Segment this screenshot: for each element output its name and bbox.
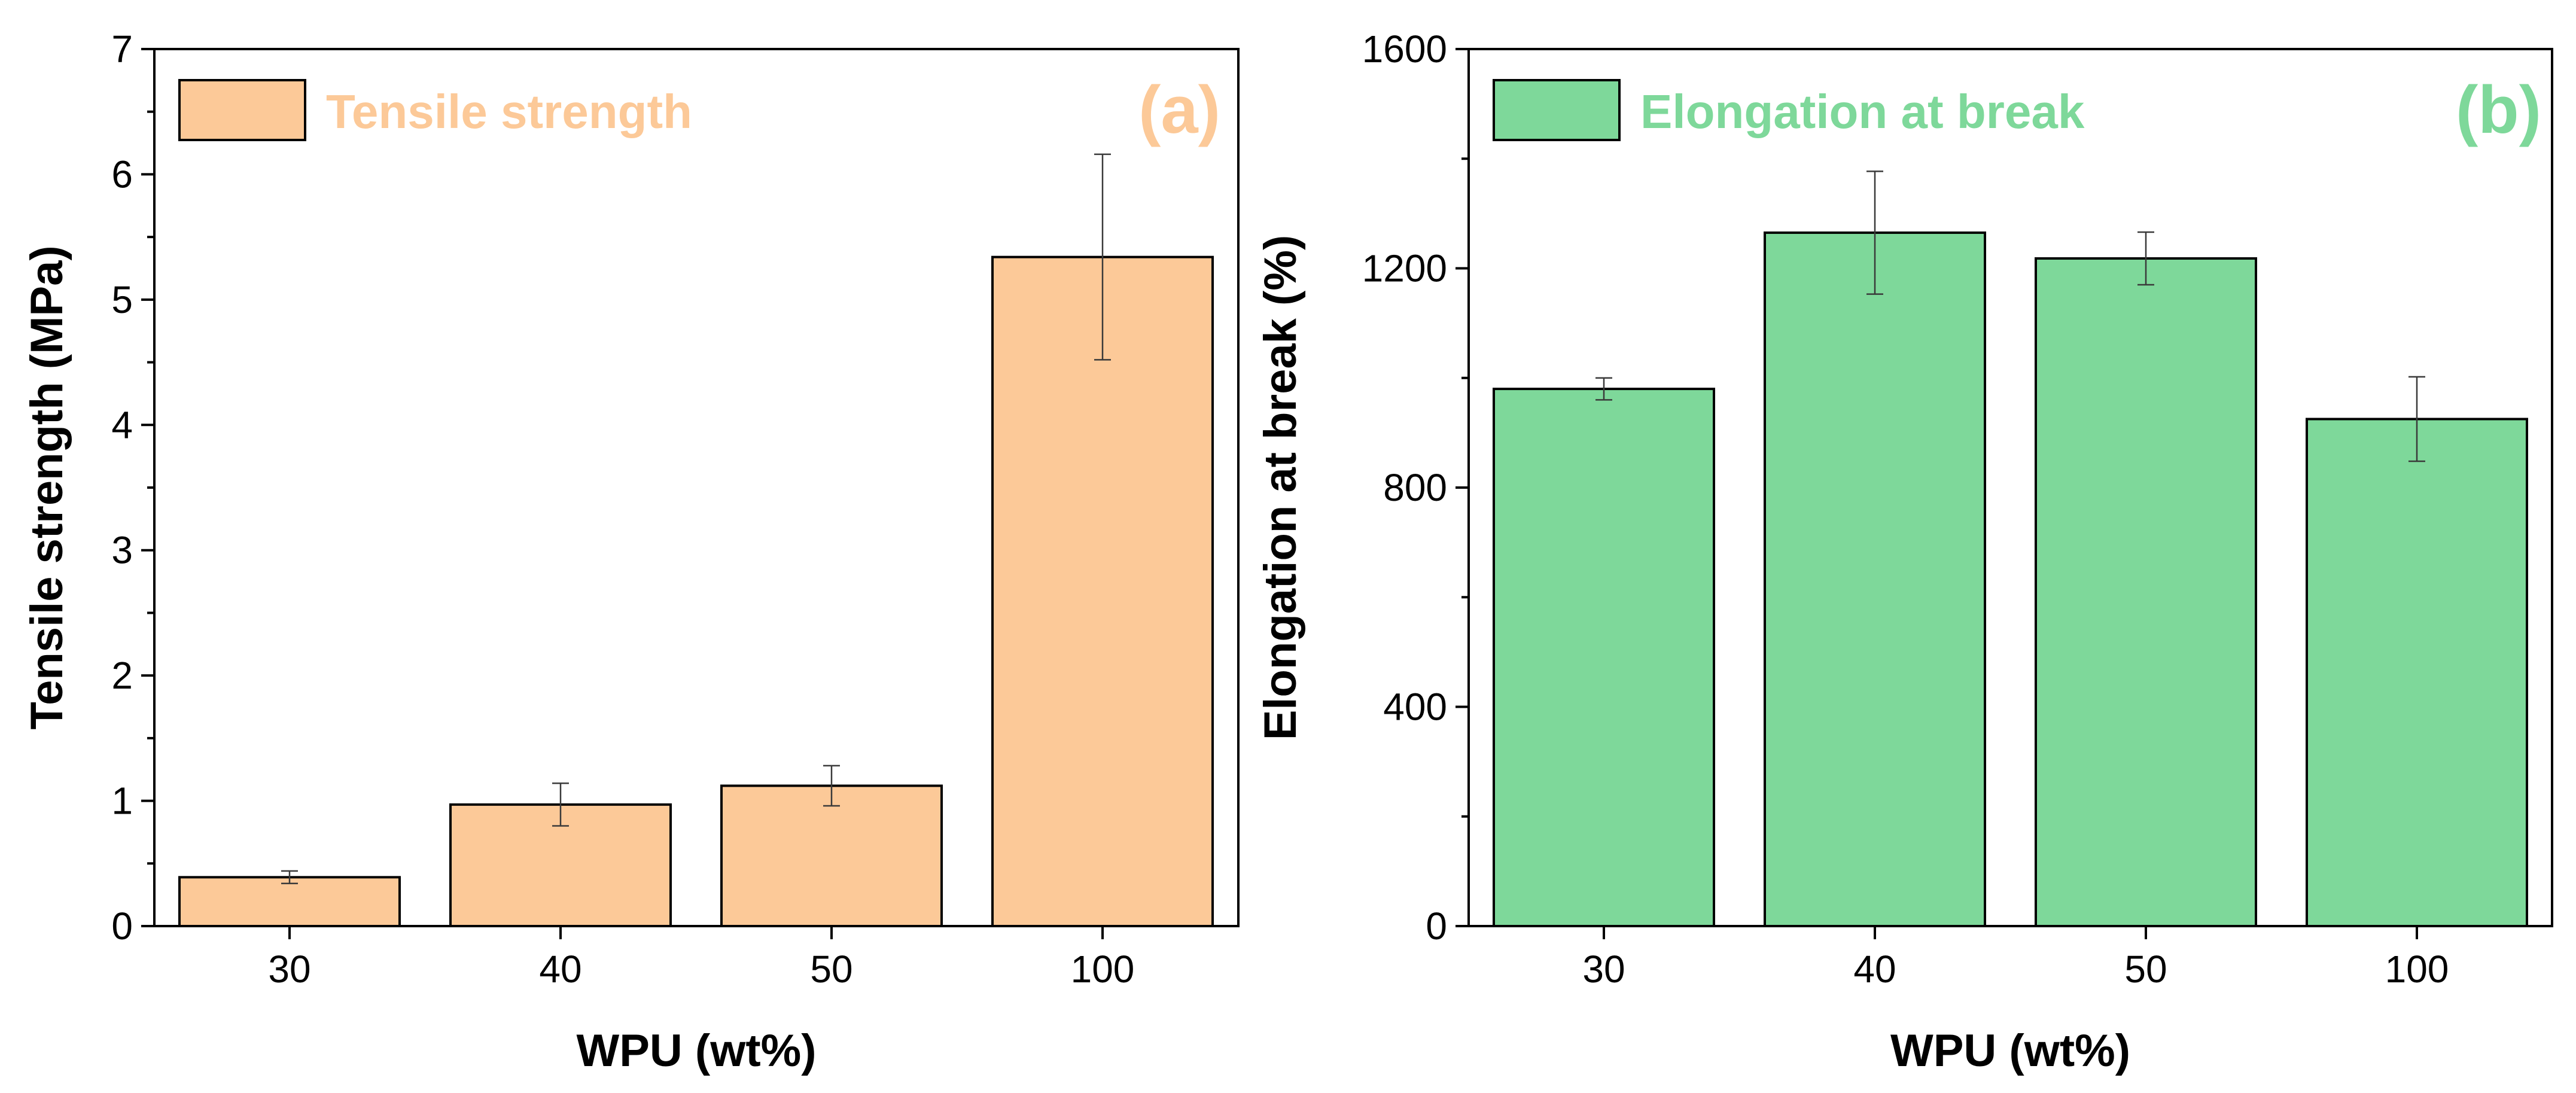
- bar-40: [1764, 231, 1986, 928]
- x-tick-label-50: 50: [810, 948, 852, 991]
- x-tick-label-100: 100: [1071, 948, 1135, 991]
- error-bar-100: [2408, 376, 2425, 462]
- legend-swatch: [1493, 79, 1621, 141]
- bar-50: [720, 784, 943, 927]
- error-bar-30: [281, 870, 298, 885]
- legend-label: Elongation at break: [1640, 85, 2085, 138]
- y-tick-label-1: 1: [111, 780, 133, 823]
- x-tick-label-30: 30: [1582, 948, 1625, 991]
- x-tick-label-50: 50: [2124, 948, 2167, 991]
- x-axis-title: WPU (wt%): [576, 1025, 816, 1076]
- x-tick-label-100: 100: [2385, 948, 2449, 991]
- x-axis-title: WPU (wt%): [1890, 1025, 2130, 1076]
- bar-100: [2306, 418, 2528, 927]
- x-tick-label-40: 40: [539, 948, 581, 991]
- x-tick-label-30: 30: [268, 948, 310, 991]
- y-tick-label-800: 800: [1383, 466, 1447, 509]
- y-axis-title: Tensile strength (MPa): [22, 245, 72, 729]
- legend: Elongation at break: [1493, 79, 2085, 141]
- y-tick-label-5: 5: [111, 278, 133, 321]
- bar-50: [2035, 257, 2257, 928]
- bar-30: [1493, 388, 1715, 927]
- x-tick-label-40: 40: [1853, 948, 1896, 991]
- y-tick-label-3: 3: [111, 529, 133, 572]
- y-tick-label-7: 7: [111, 28, 133, 71]
- y-tick-label-400: 400: [1383, 686, 1447, 729]
- error-bar-50: [2137, 231, 2154, 286]
- error-bar-30: [1595, 377, 1612, 401]
- error-bar-40: [1866, 171, 1883, 295]
- legend-swatch: [178, 79, 306, 141]
- y-tick-label-6: 6: [111, 153, 133, 196]
- legend: Tensile strength: [178, 79, 692, 141]
- y-tick-label-1200: 1200: [1362, 247, 1447, 290]
- y-axis-title: Elongation at break (%): [1255, 235, 1306, 741]
- y-tick-label-0: 0: [1426, 905, 1447, 948]
- error-bar-40: [552, 783, 569, 827]
- panel-label: (b): [2456, 72, 2541, 147]
- chart-panel-a: 30 40 50 100 0 1 2 3 4 5 6 7 WPU (wt%) Tensile streng…: [22, 28, 1240, 1076]
- error-bar-50: [823, 765, 840, 807]
- error-bar-100: [1094, 153, 1111, 361]
- y-tick-label-4: 4: [111, 403, 133, 446]
- y-tick-label-0: 0: [111, 905, 133, 948]
- y-tick-label-2: 2: [111, 654, 133, 697]
- bar-100: [991, 255, 1214, 927]
- bar-30: [178, 876, 401, 928]
- chart-panel-b: 30 40 50 100 0 400 800 1200 1600 WPU (wt%) Elongat…: [1255, 28, 2553, 1076]
- y-tick-label-1600: 1600: [1362, 28, 1447, 71]
- legend-label: Tensile strength: [326, 85, 692, 138]
- panel-label: (a): [1138, 72, 1220, 147]
